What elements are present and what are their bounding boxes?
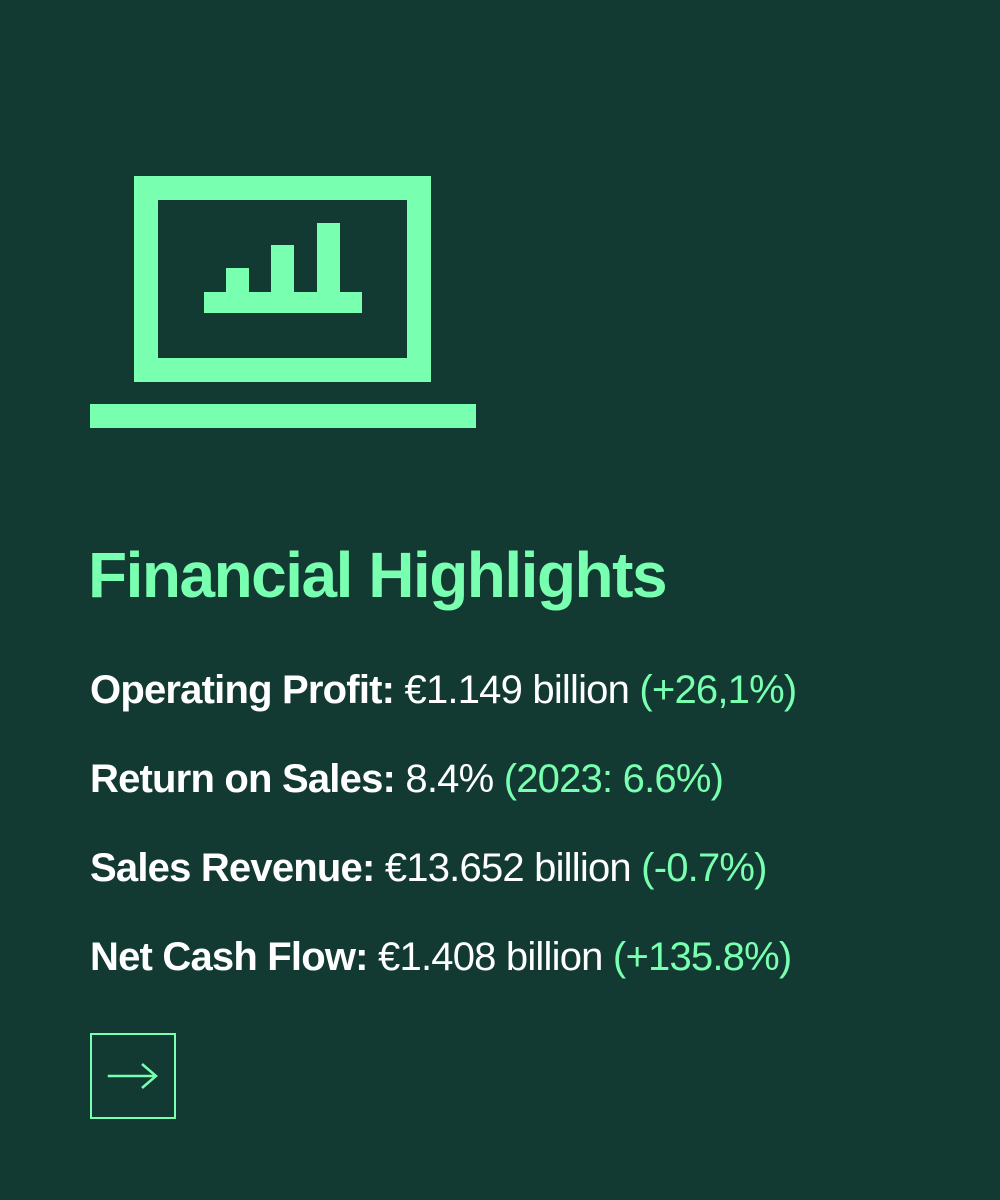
metrics-list: Operating Profit: €1.149 billion (+26,1%… [90,664,970,1020]
chart-bar [271,245,294,298]
chart-bar [226,268,249,298]
metric-value: 8.4% [405,757,494,801]
chart-bar [317,223,340,298]
metric-value: €1.149 billion [404,668,630,712]
metric-label: Net Cash Flow: [90,935,369,979]
metric-operating-profit: Operating Profit: €1.149 billion (+26,1%… [90,664,970,753]
metric-change: (+26,1%) [639,668,797,712]
metric-value: €13.652 billion [384,846,632,890]
metric-change: (+135.8%) [612,935,792,979]
metric-label: Sales Revenue: [90,846,375,890]
metric-return-on-sales: Return on Sales: 8.4% (2023: 6.6%) [90,753,970,842]
next-arrow-button[interactable] [90,1033,176,1119]
metric-label: Return on Sales: [90,757,396,801]
page-title: Financial Highlights [88,539,668,611]
laptop-screen [134,176,431,382]
metric-label: Operating Profit: [90,668,395,712]
metric-change: (2023: 6.6%) [503,757,724,801]
metric-net-cash-flow: Net Cash Flow: €1.408 billion (+135.8%) [90,931,970,1020]
laptop-bar-chart-icon [90,176,476,428]
laptop-base [90,404,476,428]
arrow-right-icon [107,1063,158,1089]
metric-change: (-0.7%) [641,846,767,890]
metric-sales-revenue: Sales Revenue: €13.652 billion (-0.7%) [90,842,970,931]
metric-value: €1.408 billion [378,935,603,979]
